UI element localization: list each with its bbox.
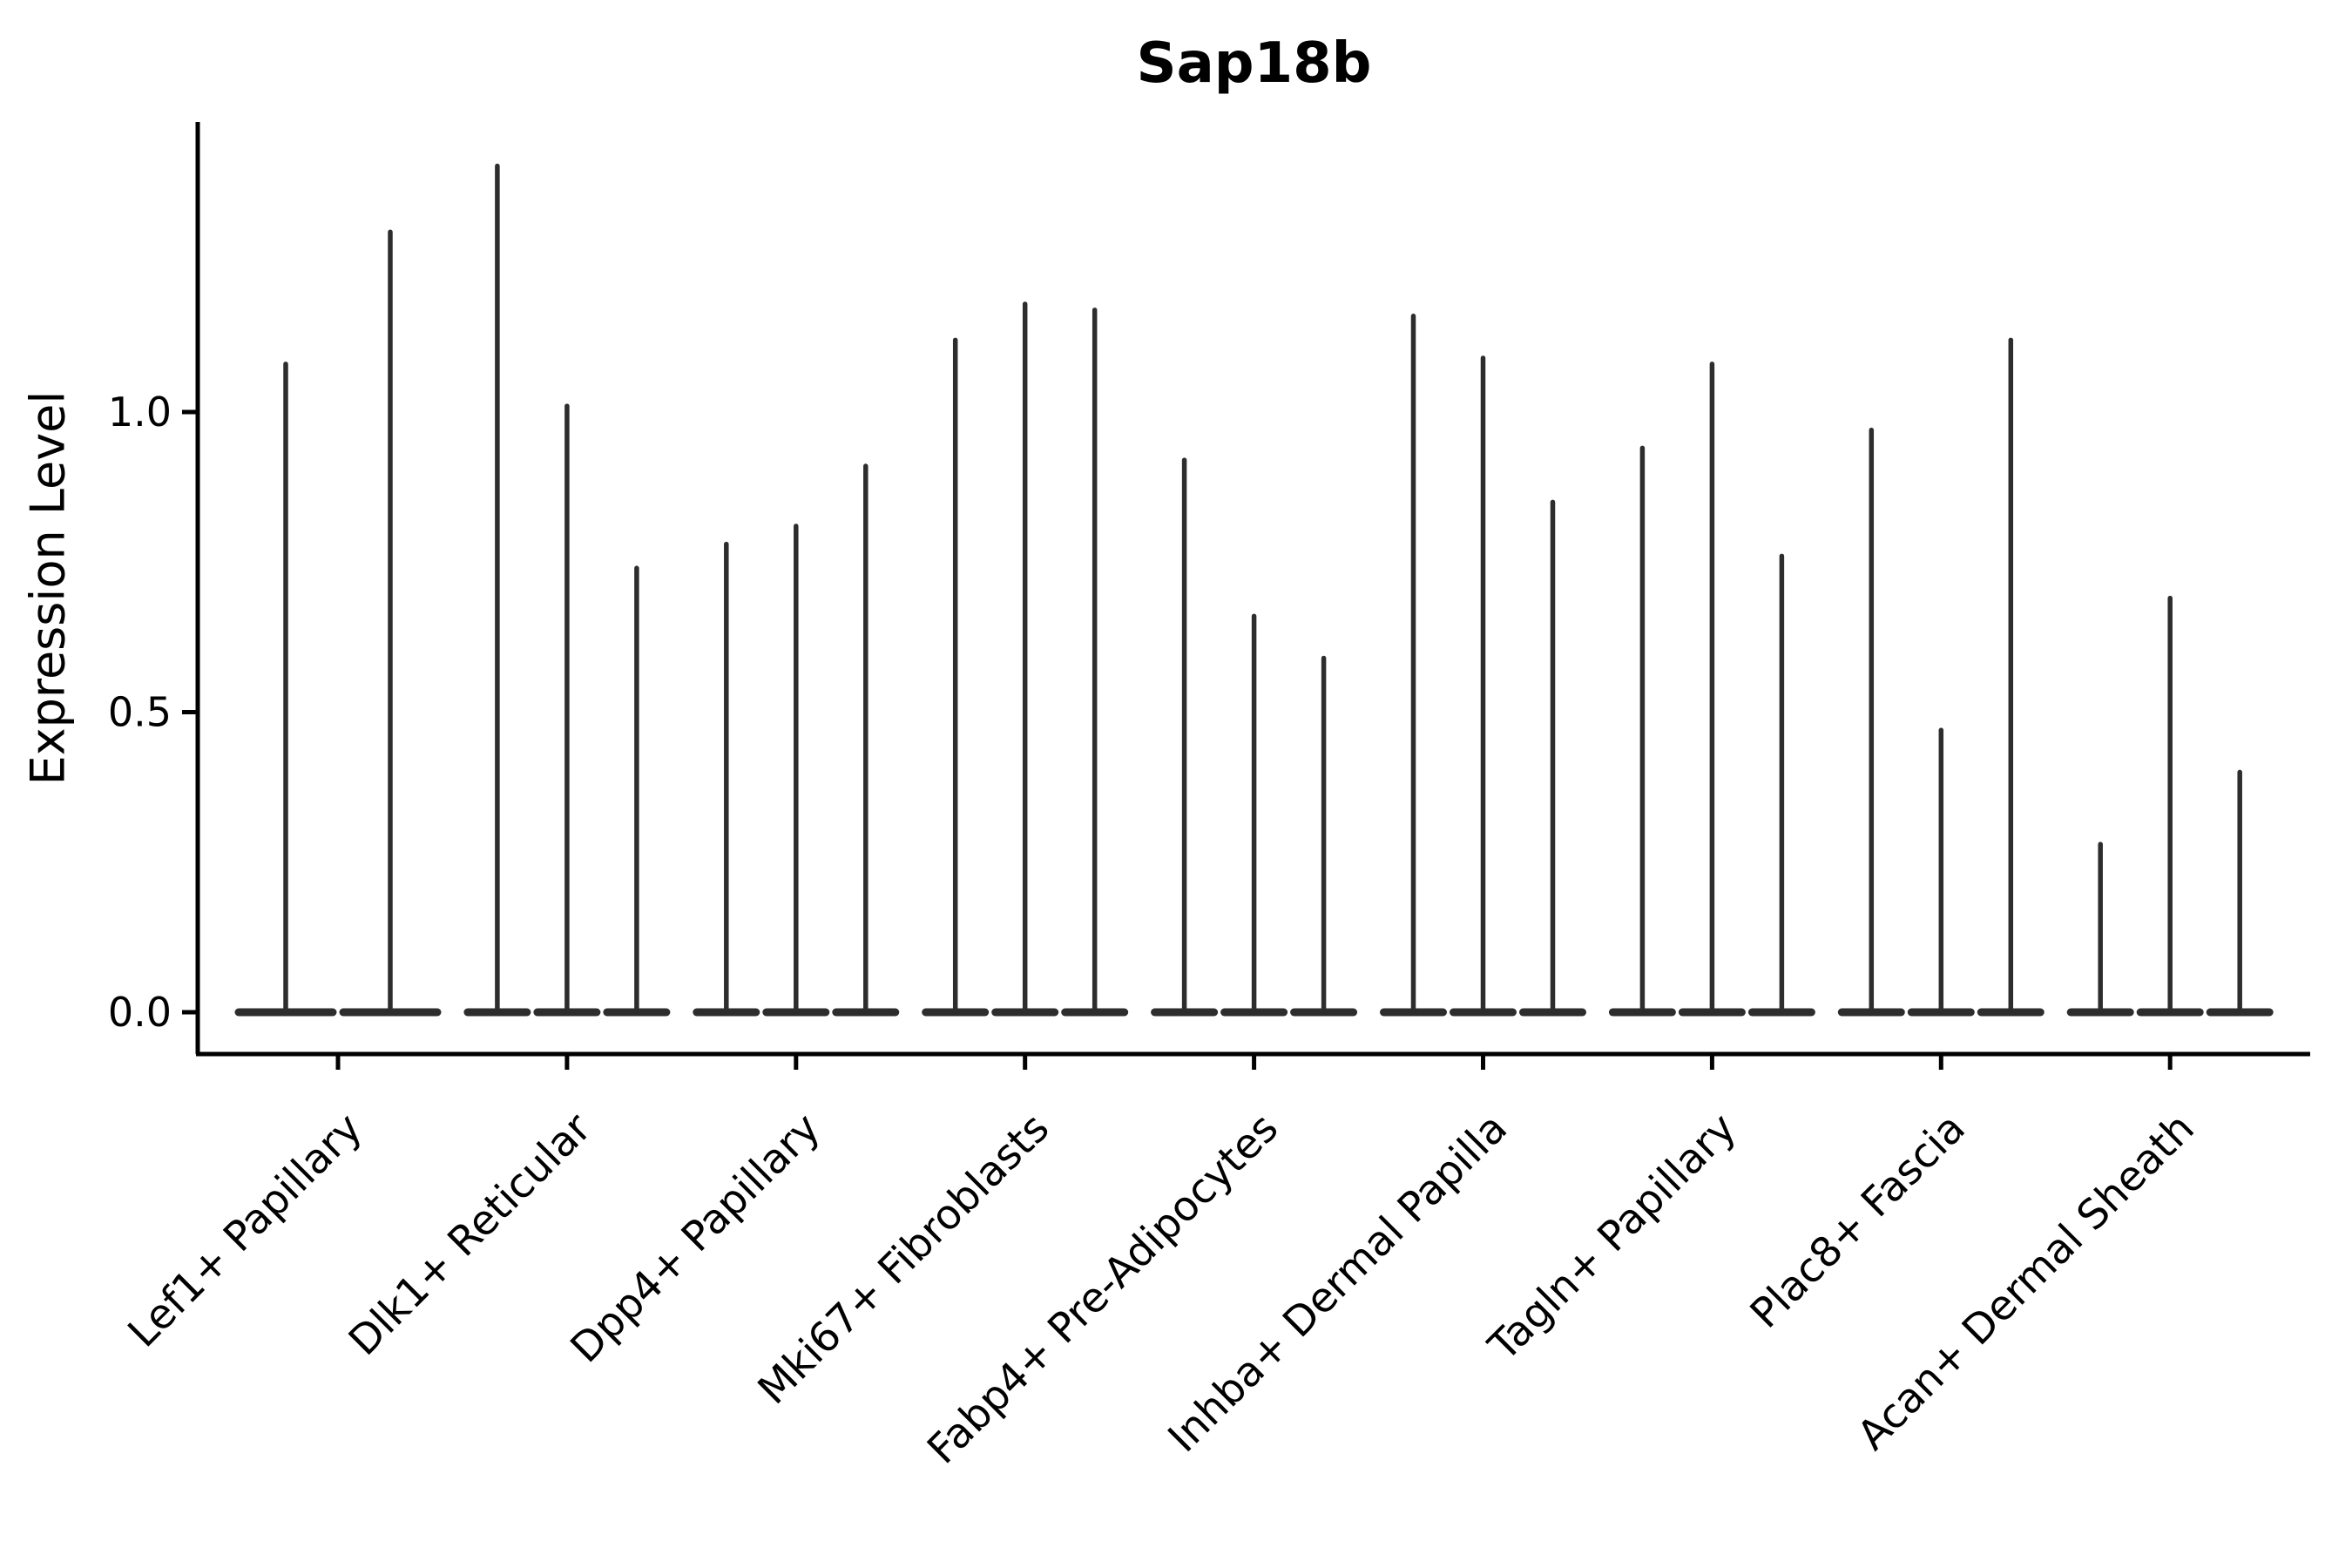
y-tick-label: 1.0 [108, 389, 172, 436]
x-tick-label: Lef1+ Papillary [119, 1105, 372, 1357]
x-tick-label: Dpp4+ Papillary [562, 1105, 830, 1373]
x-tick-label: Dlk1+ Reticular [340, 1104, 601, 1365]
x-tick-label: Plac8+ Fascia [1741, 1105, 1975, 1338]
y-tick-label: 0.5 [108, 689, 172, 736]
y-tick-label: 0.0 [108, 989, 172, 1036]
x-tick-label: Tagln+ Papillary [1479, 1105, 1746, 1371]
chart-title: Sap18b [1136, 31, 1372, 96]
